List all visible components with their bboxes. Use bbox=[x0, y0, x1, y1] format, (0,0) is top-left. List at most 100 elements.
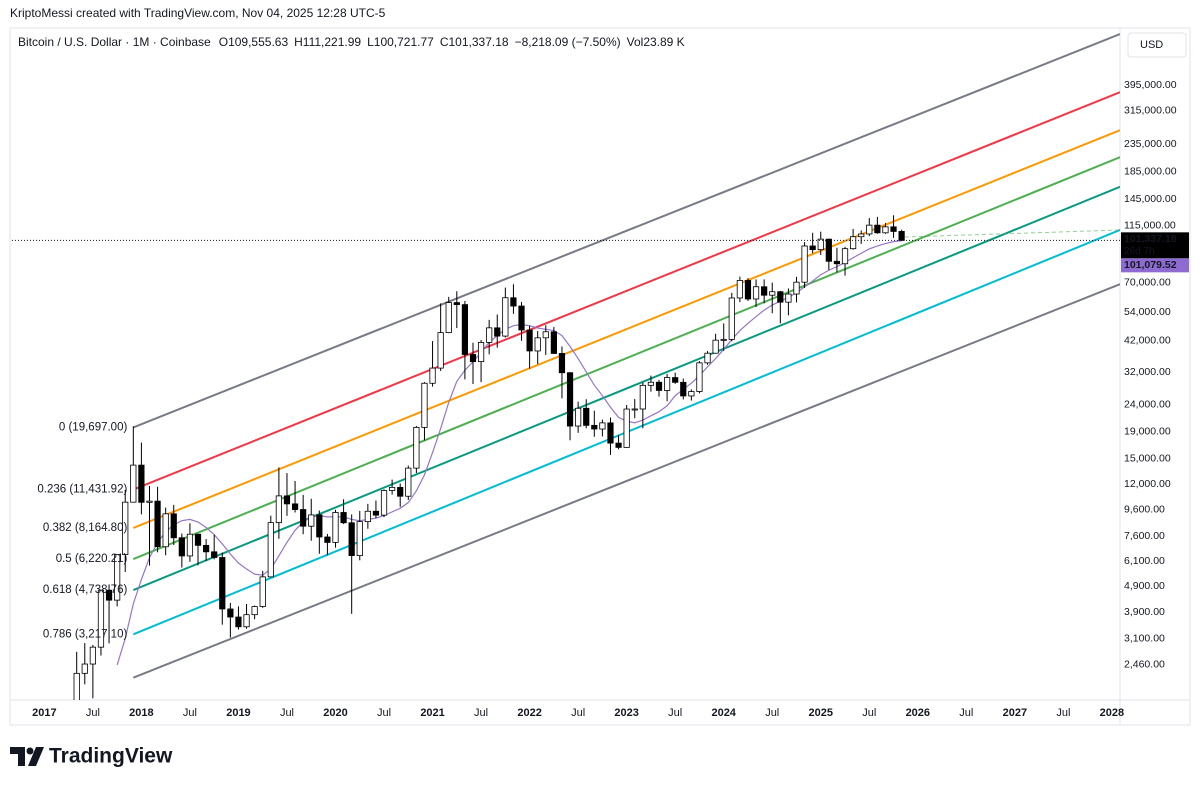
candle-body bbox=[73, 672, 80, 700]
candle-body bbox=[445, 302, 452, 334]
candle-body bbox=[615, 442, 622, 448]
candle-body bbox=[882, 226, 889, 234]
candle-body bbox=[591, 424, 598, 430]
candle-body bbox=[405, 467, 412, 497]
legend-item: −8,218.09 (−7.50%) bbox=[515, 35, 621, 49]
candle-body bbox=[494, 327, 501, 337]
logo-slash bbox=[28, 747, 44, 766]
candle-body bbox=[655, 381, 663, 391]
candle-body bbox=[275, 495, 282, 524]
y-tick-label: 9,600.00 bbox=[1124, 503, 1165, 515]
candle-body bbox=[696, 362, 703, 392]
candle-body bbox=[227, 608, 234, 618]
candle-body bbox=[235, 616, 242, 628]
candle-body bbox=[793, 281, 800, 295]
y-tick-label: 19,000.00 bbox=[1124, 425, 1171, 437]
x-tick-label: 2017 bbox=[32, 707, 56, 719]
candle-body bbox=[817, 238, 824, 251]
candle-body bbox=[672, 377, 679, 383]
last-price-box bbox=[1121, 232, 1189, 259]
y-tick-label: 3,900.00 bbox=[1124, 606, 1165, 618]
candle-body bbox=[858, 233, 865, 238]
candle-body bbox=[558, 353, 566, 374]
candle-body bbox=[704, 352, 711, 364]
candle-body bbox=[146, 500, 153, 503]
x-tick-label: Jul bbox=[959, 707, 973, 719]
candle-body bbox=[566, 372, 574, 427]
candle-body bbox=[502, 297, 509, 337]
y-tick-label: 12,000.00 bbox=[1124, 478, 1171, 490]
legend-item: O109,555.63 bbox=[219, 35, 289, 49]
y-tick-label: 4,900.00 bbox=[1124, 580, 1165, 592]
x-tick-label: Jul bbox=[377, 707, 391, 719]
candle-body bbox=[243, 614, 250, 628]
candle-body bbox=[728, 297, 735, 340]
candle-body bbox=[300, 509, 307, 527]
plot-area bbox=[12, 33, 1120, 700]
currency-label[interactable]: USD bbox=[1140, 39, 1163, 51]
x-tick-label: Jul bbox=[668, 707, 682, 719]
x-tick-label: 2025 bbox=[809, 707, 833, 719]
attribution: KriptoMessi created with TradingView.com… bbox=[10, 6, 386, 20]
legend-item: H111,221.99 bbox=[294, 35, 361, 49]
x-tick-label: 2019 bbox=[226, 707, 250, 719]
candle-body bbox=[542, 331, 549, 339]
legend-item: L100,721.77 bbox=[367, 35, 434, 49]
candle-body bbox=[316, 514, 323, 538]
fib-label: 0.382 (8,164.80) bbox=[43, 522, 128, 534]
y-tick-label: 145,000.00 bbox=[1124, 193, 1177, 205]
y-tick-label: 24,000.00 bbox=[1124, 399, 1171, 411]
candle-body bbox=[769, 291, 776, 296]
x-tick-label: 2024 bbox=[711, 707, 736, 719]
fib-label: 0.236 (11,431.92) bbox=[37, 484, 127, 496]
fib-line bbox=[132, 283, 1120, 679]
candle-body bbox=[81, 663, 88, 674]
candle-body bbox=[518, 305, 525, 331]
x-tick-label: Jul bbox=[862, 707, 876, 719]
candle-body bbox=[583, 407, 590, 426]
legend-item: C101,337.18 bbox=[440, 35, 509, 49]
candle-body bbox=[437, 332, 444, 369]
candle-body bbox=[663, 377, 671, 391]
candle-body bbox=[308, 514, 315, 527]
candle-body bbox=[825, 238, 832, 262]
y-tick-label: 70,000.00 bbox=[1124, 276, 1171, 288]
x-tick-label: 2018 bbox=[129, 707, 153, 719]
y-tick-label: 3,100.00 bbox=[1124, 632, 1165, 644]
x-tick-label: 2028 bbox=[1100, 707, 1124, 719]
candle-body bbox=[833, 260, 841, 265]
x-tick-label: 2022 bbox=[517, 707, 541, 719]
projection-line bbox=[904, 229, 1121, 238]
currency-button[interactable] bbox=[1127, 32, 1187, 58]
candle-body bbox=[510, 297, 517, 307]
x-tick-label: 2023 bbox=[614, 707, 638, 719]
x-tick-label: 2027 bbox=[1003, 707, 1027, 719]
candle-body bbox=[736, 280, 743, 299]
candle-body bbox=[186, 533, 194, 557]
candle-body bbox=[680, 381, 687, 397]
y-tick-label: 32,000.00 bbox=[1124, 366, 1171, 378]
last-price-label: 101,337.18 bbox=[1124, 233, 1177, 245]
logo: TradingView bbox=[10, 745, 173, 768]
candle-body bbox=[154, 500, 161, 548]
y-tick-label: 42,000.00 bbox=[1124, 335, 1171, 347]
candle-body bbox=[761, 286, 768, 296]
candle-body bbox=[162, 513, 169, 548]
candle-body bbox=[469, 354, 477, 363]
ma-price-label: 101,079.52 bbox=[1124, 259, 1177, 271]
candle-body bbox=[421, 382, 428, 428]
ma-line bbox=[116, 240, 902, 666]
candle-body bbox=[211, 551, 218, 558]
candle-body bbox=[291, 503, 299, 510]
fib-line bbox=[132, 33, 1120, 429]
candle-body bbox=[720, 338, 727, 341]
y-tick-label: 395,000.00 bbox=[1124, 79, 1177, 91]
fib-line bbox=[132, 185, 1120, 592]
x-tick-label: Jul bbox=[765, 707, 779, 719]
candle-body bbox=[170, 513, 177, 539]
x-tick-label: Jul bbox=[474, 707, 488, 719]
candle-body bbox=[712, 339, 719, 354]
fib-line bbox=[132, 129, 1120, 529]
symbol-legend: Bitcoin / U.S. Dollar · 1M · Coinbase O10… bbox=[18, 35, 685, 49]
ma-price-box bbox=[1121, 258, 1189, 273]
